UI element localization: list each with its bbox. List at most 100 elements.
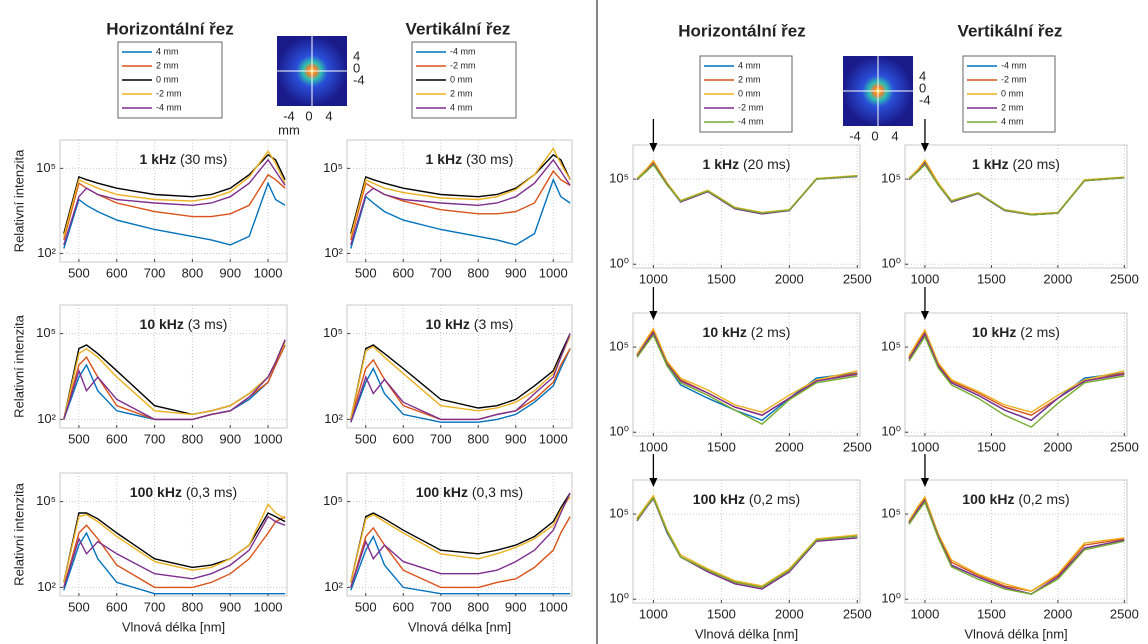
annotation-text: (3 ms) [188, 316, 228, 332]
x-tick-label: 1000 [254, 265, 283, 280]
x-tick-label: 2000 [775, 271, 804, 286]
legend-label: -4 mm [156, 102, 182, 112]
x-tick-label: 1000 [910, 439, 939, 454]
x-tick-label: 800 [467, 599, 489, 614]
x-tick-label: 2000 [1043, 439, 1072, 454]
legend-label: 0 mm [738, 88, 761, 98]
column-title: Vertikální řez [958, 21, 1063, 40]
x-tick-label: 700 [144, 431, 166, 446]
annotation-bold: 1 kHz [972, 156, 1009, 172]
x-tick-label: 900 [505, 599, 527, 614]
annotation-text: (2 ms) [1020, 324, 1060, 340]
legend-label: -4 mm [1001, 60, 1027, 70]
annotation: 10 kHz (3 ms) [140, 316, 228, 332]
x-tick-label: 1000 [254, 599, 283, 614]
x-tick-label: 900 [219, 599, 241, 614]
y-tick-label: 10⁰ [881, 424, 901, 439]
annotation: 1 kHz (30 ms) [426, 151, 514, 167]
x-tick-label: 700 [144, 265, 166, 280]
legend-label: 0 mm [450, 74, 473, 84]
inset-x-label: 0 [305, 108, 312, 123]
x-tick-label: 1500 [707, 271, 736, 286]
x-tick-label: 800 [182, 265, 204, 280]
annotation-bold: 1 kHz [140, 151, 177, 167]
x-tick-label: 1000 [539, 265, 568, 280]
x-tick-label: 2500 [1110, 271, 1139, 286]
x-axis-label: Vlnová délka [nm] [408, 619, 511, 634]
annotation-bold: 10 kHz [426, 316, 470, 332]
legend-label: 4 mm [738, 60, 761, 70]
x-tick-label: 2500 [1110, 439, 1139, 454]
annotation: 100 kHz (0,2 ms) [693, 491, 800, 507]
x-tick-label: 900 [505, 265, 527, 280]
y-tick-label: 10⁵ [881, 339, 901, 354]
y-tick-label: 10⁵ [323, 325, 343, 340]
legend-label: 2 mm [738, 74, 761, 84]
annotation: 10 kHz (2 ms) [972, 324, 1060, 340]
x-axis-label: Vlnová délka [nm] [695, 626, 798, 641]
annotation-text: (2 ms) [751, 324, 791, 340]
legend-label: -2 mm [738, 102, 764, 112]
x-tick-label: 500 [355, 599, 377, 614]
annotation-text: (0,3 ms) [186, 484, 237, 500]
legend-label: 2 mm [156, 60, 179, 70]
x-axis-label: Vlnová délka [nm] [122, 619, 225, 634]
annotation-bold: 100 kHz [130, 484, 182, 500]
annotation-text: (0,2 ms) [1018, 491, 1069, 507]
x-tick-label: 1500 [977, 606, 1006, 621]
x-tick-label: 1500 [707, 606, 736, 621]
x-tick-label: 2500 [1110, 606, 1139, 621]
annotation-bold: 1 kHz [703, 156, 740, 172]
y-tick-label: 10⁵ [609, 171, 629, 186]
x-tick-label: 500 [355, 265, 377, 280]
column-title: Vertikální řez [406, 19, 511, 38]
x-tick-label: 600 [392, 265, 414, 280]
legend-label: 4 mm [450, 102, 473, 112]
x-tick-label: 800 [182, 431, 204, 446]
legend-label: -2 mm [450, 60, 476, 70]
annotation-text: (30 ms) [180, 151, 227, 167]
x-tick-label: 800 [467, 265, 489, 280]
y-tick-label: 10⁵ [36, 160, 56, 175]
annotation: 1 kHz (30 ms) [140, 151, 228, 167]
x-tick-label: 1000 [539, 431, 568, 446]
annotation: 10 kHz (3 ms) [426, 316, 514, 332]
inset-x-label: 0 [871, 128, 878, 143]
x-tick-label: 500 [68, 599, 90, 614]
annotation-bold: 10 kHz [972, 324, 1016, 340]
x-tick-label: 1000 [910, 271, 939, 286]
annotation: 10 kHz (2 ms) [703, 324, 791, 340]
annotation-text: (20 ms) [743, 156, 790, 172]
x-tick-label: 2000 [1043, 271, 1072, 286]
y-axis-label: Relativní intenzita [11, 314, 26, 417]
y-tick-label: 10⁵ [323, 160, 343, 175]
x-tick-label: 500 [355, 431, 377, 446]
x-tick-label: 1500 [707, 439, 736, 454]
x-tick-label: 500 [68, 265, 90, 280]
y-tick-label: 10² [37, 411, 56, 426]
y-tick-label: 10⁵ [36, 493, 56, 508]
x-tick-label: 1000 [539, 599, 568, 614]
inset-y-label: -4 [919, 92, 931, 107]
x-tick-label: 2500 [843, 439, 872, 454]
legend-label: 0 mm [1001, 88, 1024, 98]
x-tick-label: 600 [106, 431, 128, 446]
inset-y-label: -4 [353, 72, 365, 87]
figure: Horizontální řez Vertikální řez Horizontál… [0, 0, 1148, 644]
annotation: 1 kHz (20 ms) [972, 156, 1060, 172]
legend-label: -2 mm [156, 88, 182, 98]
annotation-bold: 100 kHz [693, 491, 745, 507]
x-tick-label: 700 [430, 431, 452, 446]
y-tick-label: 10⁵ [323, 493, 343, 508]
legend-label: 4 mm [1001, 116, 1024, 126]
annotation: 100 kHz (0,3 ms) [416, 484, 523, 500]
x-tick-label: 500 [68, 431, 90, 446]
column-title: Horizontální řez [106, 19, 234, 38]
annotation-text: (0,3 ms) [472, 484, 523, 500]
annotation: 1 kHz (20 ms) [703, 156, 791, 172]
legend-label: 4 mm [156, 46, 179, 56]
column-title: Horizontální řez [678, 21, 806, 40]
annotation-bold: 100 kHz [416, 484, 468, 500]
y-tick-label: 10⁰ [881, 256, 901, 271]
legend-label: -4 mm [450, 46, 476, 56]
